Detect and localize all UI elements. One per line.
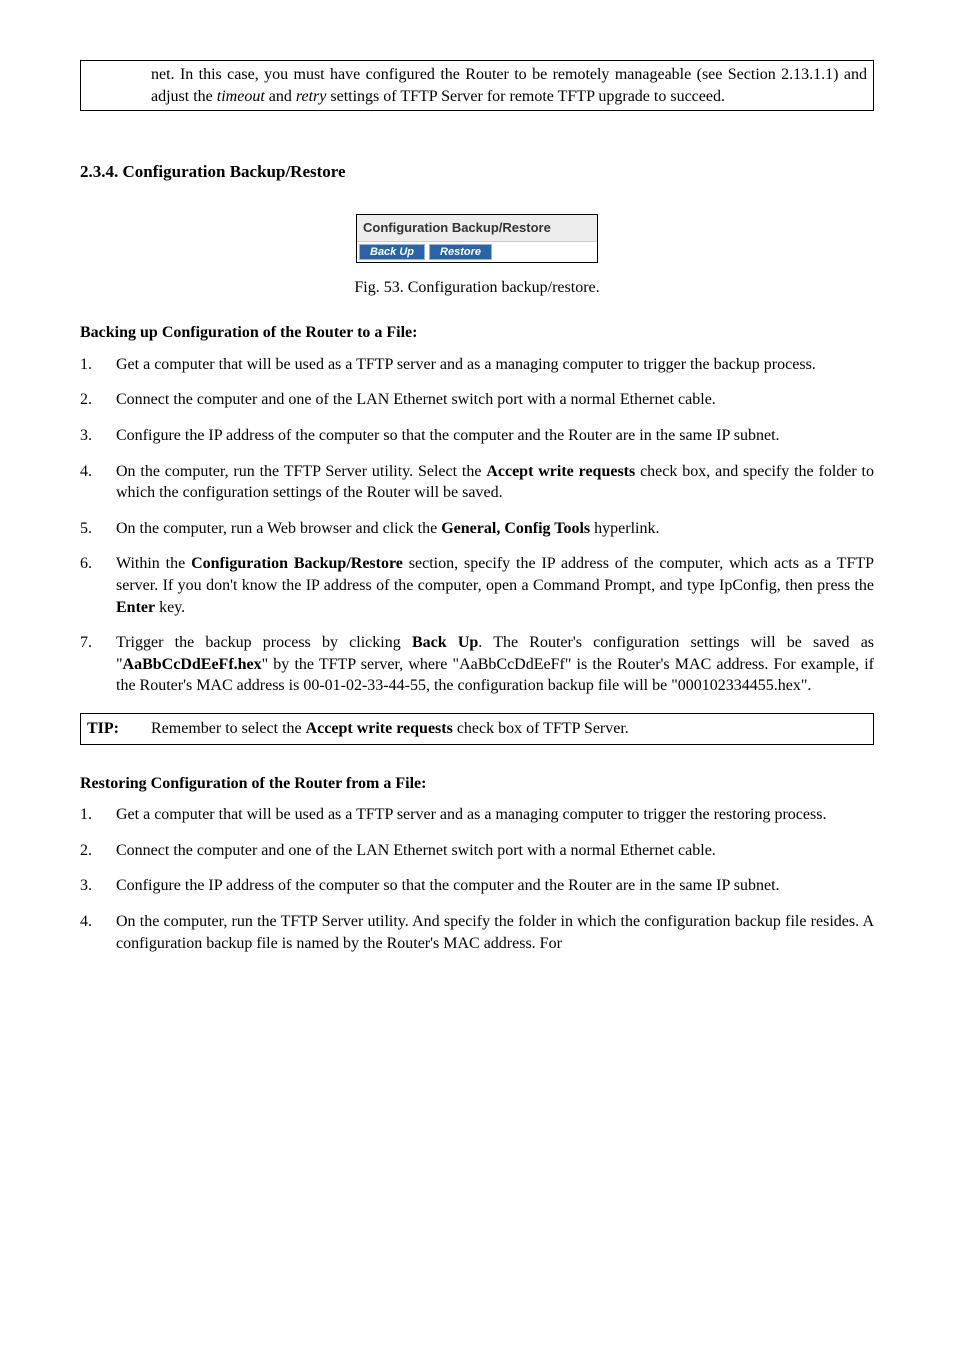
restore-step-text: On the computer, run the TFTP Server uti… bbox=[116, 913, 874, 952]
config-panel: Configuration Backup/Restore Back Up Res… bbox=[356, 214, 598, 263]
restore-button[interactable]: Restore bbox=[429, 244, 492, 260]
backup-step-body: On the computer, run the TFTP Server uti… bbox=[116, 461, 874, 504]
restore-step-item: On the computer, run the TFTP Server uti… bbox=[80, 911, 874, 954]
backup-step-body: Get a computer that will be used as a TF… bbox=[116, 354, 874, 376]
tip-box: TIP: Remember to select the Accept write… bbox=[80, 713, 874, 745]
note-text-2: and bbox=[265, 88, 296, 105]
backup-step-text: General, Config Tools bbox=[441, 520, 590, 537]
config-panel-buttons: Back Up Restore bbox=[357, 242, 597, 262]
backup-step-body: Trigger the backup process by clicking B… bbox=[116, 632, 874, 697]
backup-step-text: Trigger the backup process by clicking bbox=[116, 634, 412, 651]
backup-step-text: On the computer, run a Web browser and c… bbox=[116, 520, 441, 537]
backup-step-text: Back Up bbox=[412, 634, 478, 651]
restore-step-body: Configure the IP address of the computer… bbox=[116, 875, 874, 897]
restore-step-body: Connect the computer and one of the LAN … bbox=[116, 840, 874, 862]
backup-step-body: Within the Configuration Backup/Restore … bbox=[116, 553, 874, 618]
tip-label: TIP: bbox=[81, 713, 146, 744]
restore-step-body: On the computer, run the TFTP Server uti… bbox=[116, 911, 874, 954]
tip-text-1: Remember to select the bbox=[151, 720, 306, 737]
restore-step-item: Get a computer that will be used as a TF… bbox=[80, 804, 874, 826]
backup-step-item: On the computer, run a Web browser and c… bbox=[80, 518, 874, 540]
backup-step-body: Configure the IP address of the computer… bbox=[116, 425, 874, 447]
backup-step-text: Enter bbox=[116, 599, 155, 616]
config-panel-title: Configuration Backup/Restore bbox=[357, 215, 597, 242]
backup-step-text: hyperlink. bbox=[590, 520, 659, 537]
backup-step-item: Get a computer that will be used as a TF… bbox=[80, 354, 874, 376]
backup-step-text: key. bbox=[155, 599, 185, 616]
tip-bold-1: Accept write requests bbox=[306, 720, 453, 737]
backup-step-text: Accept write requests bbox=[486, 463, 635, 480]
backup-step-item: Within the Configuration Backup/Restore … bbox=[80, 553, 874, 618]
backup-step-text: Configure the IP address of the computer… bbox=[116, 427, 780, 444]
backup-steps-list: Get a computer that will be used as a TF… bbox=[80, 354, 874, 697]
backup-step-item: On the computer, run the TFTP Server uti… bbox=[80, 461, 874, 504]
backup-step-text: On the computer, run the TFTP Server uti… bbox=[116, 463, 486, 480]
backup-step-text: Within the bbox=[116, 555, 191, 572]
note-text-3: settings of TFTP Server for remote TFTP … bbox=[326, 88, 725, 105]
backup-step-item: Trigger the backup process by clicking B… bbox=[80, 632, 874, 697]
backup-step-item: Configure the IP address of the computer… bbox=[80, 425, 874, 447]
note-italic-2: retry bbox=[296, 88, 327, 105]
figure-config-backup-restore: Configuration Backup/Restore Back Up Res… bbox=[80, 214, 874, 298]
backup-step-body: On the computer, run a Web browser and c… bbox=[116, 518, 874, 540]
restore-step-text: Connect the computer and one of the LAN … bbox=[116, 842, 716, 859]
tip-body: Remember to select the Accept write requ… bbox=[145, 713, 874, 744]
restore-step-text: Configure the IP address of the computer… bbox=[116, 877, 780, 894]
note-box: net. In this case, you must have configu… bbox=[80, 60, 874, 111]
figure-caption: Fig. 53. Configuration backup/restore. bbox=[354, 277, 599, 299]
section-heading: 2.3.4. Configuration Backup/Restore bbox=[80, 161, 874, 184]
restore-step-item: Connect the computer and one of the LAN … bbox=[80, 840, 874, 862]
restore-steps-list: Get a computer that will be used as a TF… bbox=[80, 804, 874, 954]
backup-heading: Backing up Configuration of the Router t… bbox=[80, 322, 874, 344]
restore-step-body: Get a computer that will be used as a TF… bbox=[116, 804, 874, 826]
backup-button[interactable]: Back Up bbox=[359, 244, 425, 260]
backup-step-text: Get a computer that will be used as a TF… bbox=[116, 356, 816, 373]
backup-step-body: Connect the computer and one of the LAN … bbox=[116, 389, 874, 411]
backup-step-text: AaBbCcDdEeFf.hex bbox=[123, 656, 262, 673]
backup-step-text: Configuration Backup/Restore bbox=[191, 555, 403, 572]
restore-step-text: Get a computer that will be used as a TF… bbox=[116, 806, 826, 823]
restore-step-item: Configure the IP address of the computer… bbox=[80, 875, 874, 897]
restore-heading: Restoring Configuration of the Router fr… bbox=[80, 773, 874, 795]
note-box-right: net. In this case, you must have configu… bbox=[145, 61, 874, 111]
note-box-left bbox=[81, 61, 146, 111]
tip-text-2: check box of TFTP Server. bbox=[453, 720, 629, 737]
backup-step-item: Connect the computer and one of the LAN … bbox=[80, 389, 874, 411]
note-italic-1: timeout bbox=[217, 88, 265, 105]
backup-step-text: Connect the computer and one of the LAN … bbox=[116, 391, 716, 408]
